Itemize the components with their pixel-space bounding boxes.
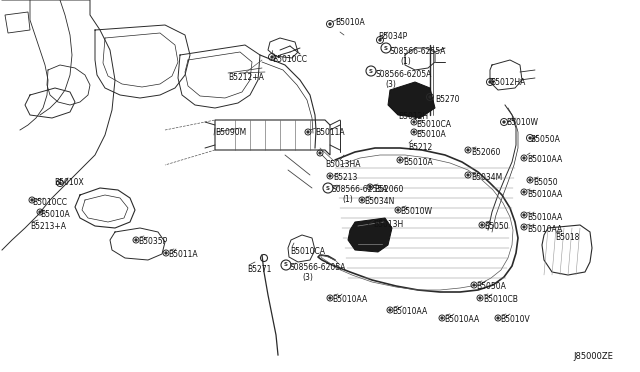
Text: J85000ZE: J85000ZE <box>573 352 613 361</box>
Circle shape <box>523 191 525 193</box>
Circle shape <box>429 96 431 98</box>
Text: B5050: B5050 <box>533 178 557 187</box>
Text: B5010W: B5010W <box>506 118 538 127</box>
Circle shape <box>307 131 309 133</box>
Circle shape <box>135 239 137 241</box>
Circle shape <box>329 175 332 177</box>
Circle shape <box>489 81 492 83</box>
Text: B5010A: B5010A <box>416 130 445 139</box>
Text: B5212+A: B5212+A <box>228 73 264 82</box>
Text: B5271: B5271 <box>247 265 271 274</box>
Text: S: S <box>284 263 288 267</box>
Circle shape <box>529 179 531 181</box>
Text: S08566-6255A: S08566-6255A <box>332 185 388 194</box>
Text: B5050A: B5050A <box>476 282 506 291</box>
Circle shape <box>497 317 499 319</box>
Text: S08566-6255A: S08566-6255A <box>390 47 446 56</box>
Text: B5010AA: B5010AA <box>332 295 367 304</box>
Circle shape <box>329 297 332 299</box>
Text: B5011A: B5011A <box>168 250 198 259</box>
Text: B5010AA: B5010AA <box>527 213 563 222</box>
Circle shape <box>467 174 469 176</box>
Text: B5010CC: B5010CC <box>272 55 307 64</box>
Text: B5090M: B5090M <box>215 128 246 137</box>
Text: B5010AA: B5010AA <box>392 307 428 316</box>
Circle shape <box>379 39 381 41</box>
Text: B5035P: B5035P <box>138 237 167 246</box>
Circle shape <box>523 157 525 159</box>
Text: B5013H: B5013H <box>373 220 403 229</box>
Text: B5010CA: B5010CA <box>416 120 451 129</box>
Circle shape <box>271 56 273 58</box>
Text: S08566-6205A: S08566-6205A <box>290 263 346 272</box>
Circle shape <box>473 284 475 286</box>
Text: B5010A: B5010A <box>403 158 433 167</box>
Text: B5010CC: B5010CC <box>32 198 67 207</box>
Text: B5010X: B5010X <box>54 178 84 187</box>
Text: B5018: B5018 <box>555 233 579 242</box>
Circle shape <box>523 214 525 216</box>
Polygon shape <box>388 82 435 118</box>
Text: B5010A: B5010A <box>40 210 70 219</box>
Text: B5012HA: B5012HA <box>490 78 525 87</box>
Text: B5010V: B5010V <box>500 315 530 324</box>
Circle shape <box>467 149 469 151</box>
Circle shape <box>413 121 415 123</box>
Text: B52060: B52060 <box>471 148 500 157</box>
Text: B5010AA: B5010AA <box>527 155 563 164</box>
Text: (3): (3) <box>385 80 396 89</box>
Circle shape <box>481 224 483 226</box>
Text: S: S <box>369 68 373 74</box>
Text: S: S <box>384 45 388 51</box>
Text: S: S <box>326 186 330 190</box>
Circle shape <box>165 252 167 254</box>
Circle shape <box>479 297 481 299</box>
Circle shape <box>397 209 399 211</box>
Circle shape <box>39 211 41 213</box>
Text: (1): (1) <box>342 195 353 204</box>
Text: B5270: B5270 <box>435 95 460 104</box>
Circle shape <box>59 182 61 184</box>
Text: (3): (3) <box>302 273 313 282</box>
Text: S08566-6205A: S08566-6205A <box>375 70 431 79</box>
Circle shape <box>31 199 33 201</box>
Circle shape <box>503 121 505 123</box>
Circle shape <box>388 309 391 311</box>
Text: B5010AA: B5010AA <box>444 315 479 324</box>
Circle shape <box>523 226 525 228</box>
Text: B5213: B5213 <box>333 173 357 182</box>
Text: B5034P: B5034P <box>378 32 407 41</box>
Text: B5010AA: B5010AA <box>527 225 563 234</box>
Text: B5010A: B5010A <box>335 18 365 27</box>
Text: B5010W: B5010W <box>400 207 432 216</box>
Text: B5050A: B5050A <box>530 135 560 144</box>
Circle shape <box>361 199 364 201</box>
Circle shape <box>329 23 332 25</box>
Circle shape <box>369 186 371 188</box>
Text: B5212: B5212 <box>408 143 432 152</box>
Text: B5011A: B5011A <box>315 128 344 137</box>
Text: B5213+A: B5213+A <box>30 222 66 231</box>
Text: (1): (1) <box>400 57 411 66</box>
Text: B5050: B5050 <box>484 222 509 231</box>
Circle shape <box>413 131 415 133</box>
Circle shape <box>529 137 531 139</box>
Circle shape <box>319 152 321 154</box>
Text: B5010CB: B5010CB <box>483 295 518 304</box>
Text: B5034M: B5034M <box>471 173 502 182</box>
Text: B5010CA: B5010CA <box>290 247 325 256</box>
Text: B5013HA: B5013HA <box>325 160 360 169</box>
Circle shape <box>441 317 443 319</box>
Text: B5012H: B5012H <box>398 112 428 121</box>
Text: B5010AA: B5010AA <box>527 190 563 199</box>
Polygon shape <box>348 218 392 252</box>
Text: B5034N: B5034N <box>364 197 394 206</box>
Text: B52060: B52060 <box>374 185 403 194</box>
Circle shape <box>399 159 401 161</box>
